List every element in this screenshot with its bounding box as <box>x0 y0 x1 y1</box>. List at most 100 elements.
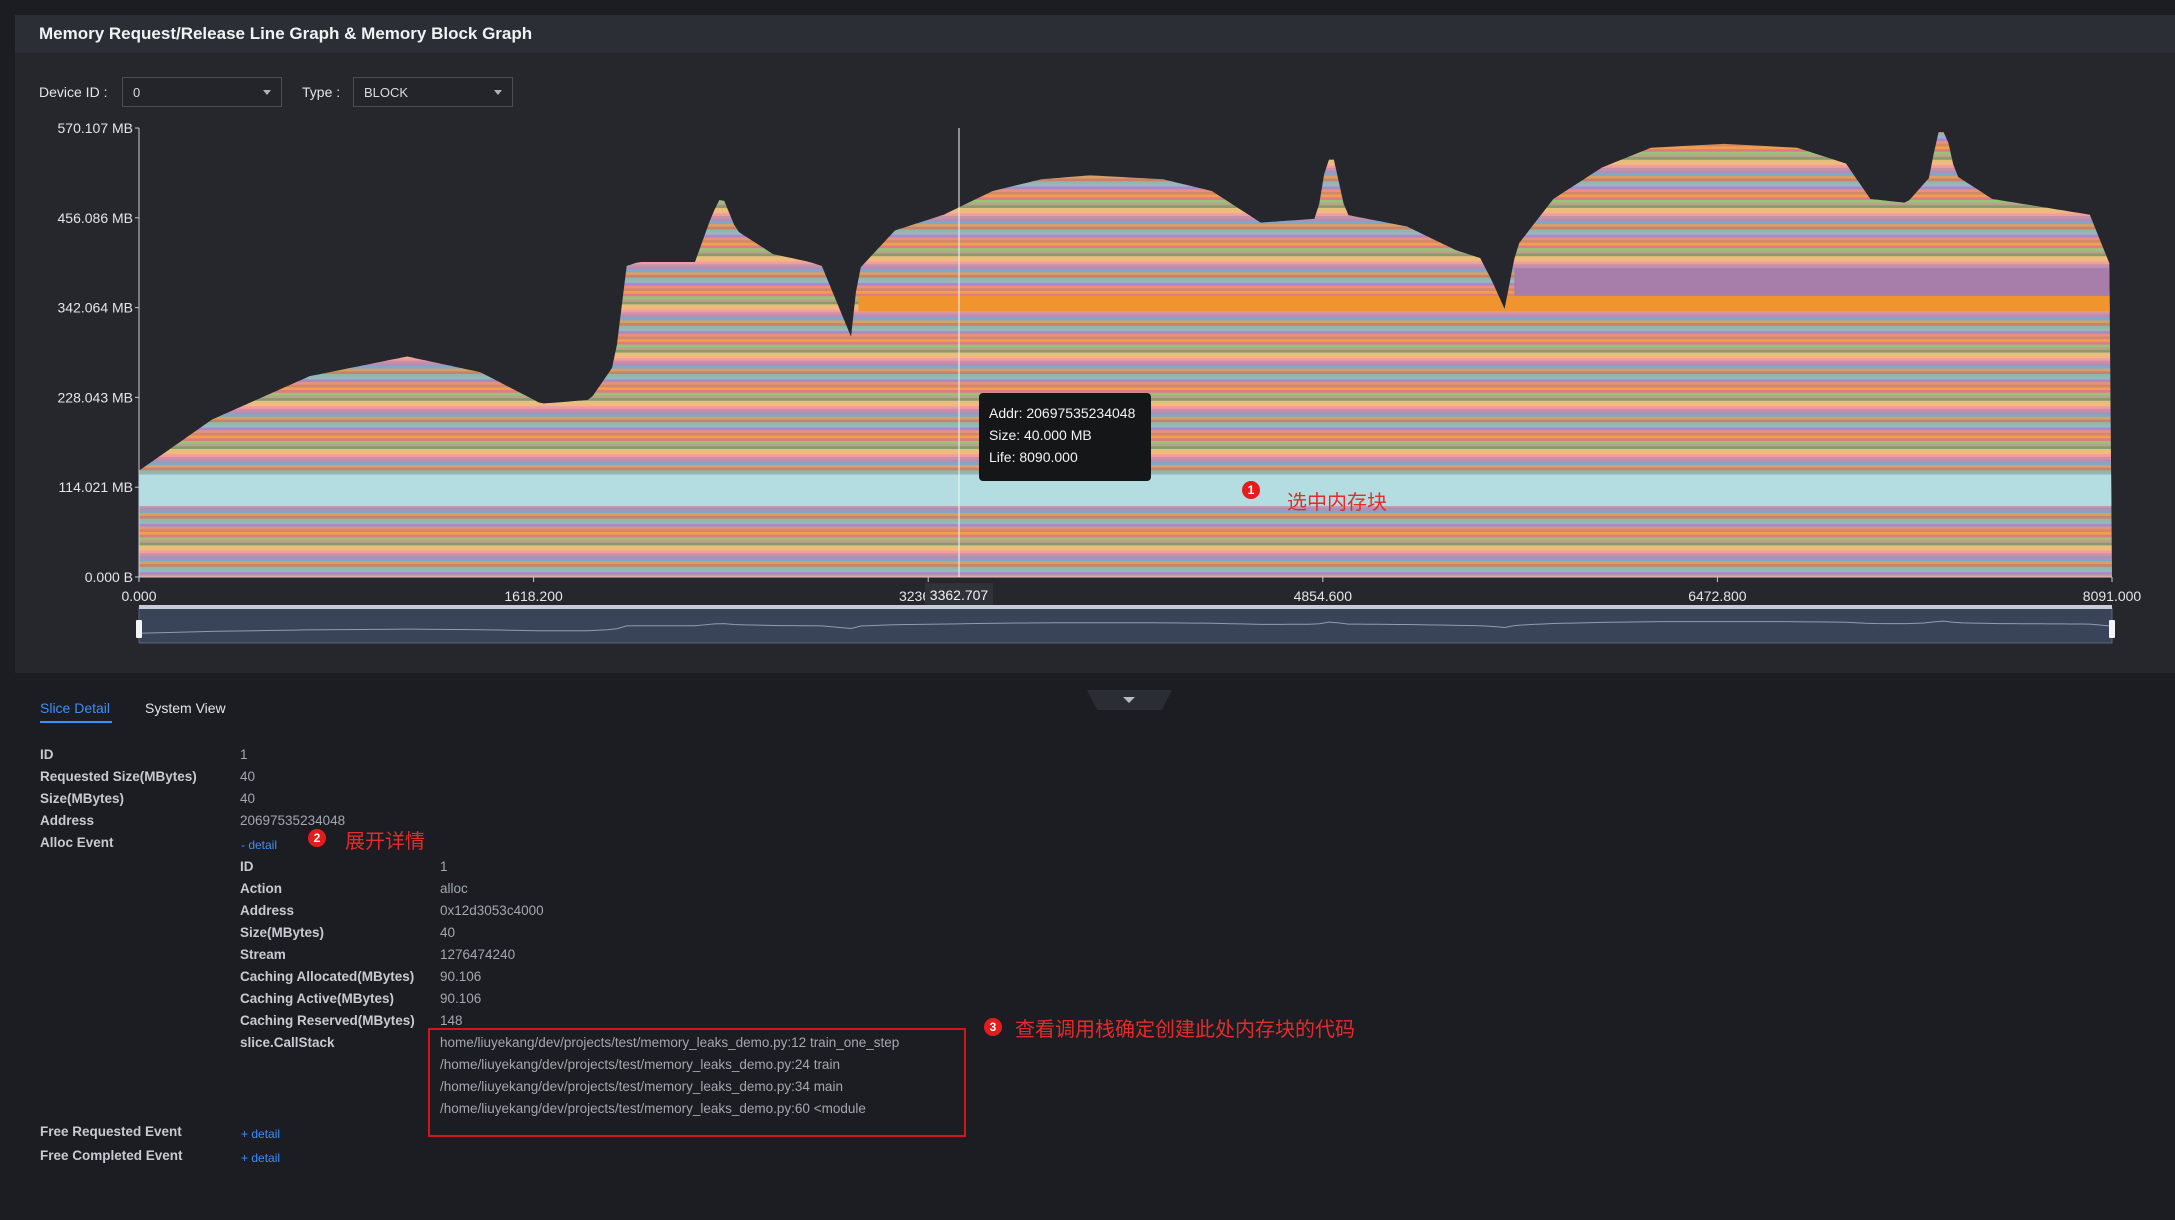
memory-block-band[interactable] <box>139 523 2112 527</box>
memory-block-band[interactable] <box>139 526 2112 530</box>
alloc-event-detail-toggle[interactable]: - detail <box>241 838 278 852</box>
zoom-handle-left[interactable] <box>136 620 142 638</box>
memory-block-band[interactable] <box>139 311 2112 316</box>
memory-block-band[interactable] <box>139 362 2112 366</box>
memory-block-band[interactable] <box>139 384 2112 388</box>
memory-block-band[interactable] <box>139 279 2112 283</box>
memory-block-band[interactable] <box>139 566 2112 570</box>
memory-block-band[interactable] <box>139 336 2112 340</box>
memory-block-band[interactable] <box>139 373 2112 377</box>
memory-block-band[interactable] <box>139 571 2112 575</box>
memory-block-band[interactable] <box>139 558 2112 562</box>
memory-block-band[interactable] <box>139 218 2112 222</box>
memory-block-band[interactable] <box>139 148 2112 152</box>
memory-block-band[interactable] <box>139 258 2112 262</box>
memory-block-band[interactable] <box>139 285 2112 289</box>
memory-block-band[interactable] <box>139 518 2112 522</box>
memory-block-band[interactable] <box>139 207 2112 211</box>
collapse-toggle[interactable] <box>1087 690 1172 710</box>
memory-block-band[interactable] <box>139 381 2112 385</box>
memory-block-band[interactable] <box>139 317 2112 321</box>
memory-block-band[interactable] <box>139 196 2112 200</box>
memory-block-band[interactable] <box>139 274 2112 278</box>
memory-block-band[interactable] <box>139 507 2112 511</box>
memory-block-band[interactable] <box>139 555 2112 559</box>
memory-block-band[interactable] <box>139 325 2112 329</box>
memory-block-band[interactable] <box>139 247 2112 251</box>
memory-block-band[interactable] <box>139 180 2112 184</box>
memory-block-band[interactable] <box>139 188 2112 192</box>
memory-block-band[interactable] <box>139 287 2112 291</box>
memory-block-band[interactable] <box>139 239 2112 243</box>
memory-block-band[interactable] <box>139 223 2112 227</box>
memory-block-band[interactable] <box>139 536 2112 541</box>
memory-block-band[interactable] <box>139 191 2112 195</box>
memory-block-band[interactable] <box>139 520 2112 524</box>
memory-block-band[interactable] <box>139 269 2112 273</box>
memory-block-band[interactable] <box>139 550 2112 554</box>
memory-block-band[interactable] <box>139 143 2112 147</box>
memory-block-chart[interactable]: 0.000 B 114.021 MB 228.043 MB 342.064 MB 456… <box>0 0 2175 680</box>
memory-block-band[interactable] <box>139 563 2112 567</box>
memory-block-band[interactable] <box>139 122 2112 125</box>
memory-block-band[interactable] <box>139 365 2112 369</box>
memory-block-band[interactable] <box>139 512 2112 516</box>
memory-block-band[interactable] <box>139 510 2112 514</box>
memory-block-band[interactable] <box>139 255 2112 259</box>
type-select[interactable]: BLOCK <box>353 77 513 107</box>
memory-block-band[interactable] <box>139 204 2112 208</box>
memory-block-band[interactable] <box>139 542 2112 546</box>
memory-block-band[interactable] <box>139 234 2112 238</box>
memory-block-band[interactable] <box>139 314 2112 318</box>
memory-block-band[interactable] <box>139 250 2112 254</box>
memory-block-band[interactable] <box>139 145 2112 150</box>
memory-block-band[interactable] <box>139 539 2112 543</box>
memory-block-large[interactable] <box>858 295 2112 312</box>
memory-block-band[interactable] <box>139 574 2112 577</box>
memory-block-band[interactable] <box>139 244 2112 249</box>
memory-block-band[interactable] <box>139 293 2112 297</box>
memory-block-band[interactable] <box>139 151 2112 155</box>
memory-block-band[interactable] <box>139 368 2112 372</box>
memory-block-band[interactable] <box>139 389 2112 393</box>
memory-block-band[interactable] <box>139 261 2112 265</box>
memory-block-band[interactable] <box>139 186 2112 190</box>
memory-block-band[interactable] <box>139 568 2112 573</box>
memory-block-band[interactable] <box>139 322 2112 326</box>
memory-block-band[interactable] <box>139 282 2112 286</box>
memory-block-band[interactable] <box>139 271 2112 275</box>
memory-block-band[interactable] <box>139 290 2112 294</box>
memory-block-band[interactable] <box>139 357 2112 361</box>
memory-block-band[interactable] <box>139 354 2112 358</box>
memory-block-band[interactable] <box>139 252 2112 257</box>
memory-block-band[interactable] <box>139 127 2112 130</box>
memory-block-band[interactable] <box>139 534 2112 538</box>
memory-block-band[interactable] <box>139 178 2112 182</box>
device-id-select[interactable]: 0 <box>122 77 282 107</box>
free-requested-detail-toggle[interactable]: + detail <box>241 1127 281 1141</box>
memory-block-band[interactable] <box>139 552 2112 557</box>
memory-block-band[interactable] <box>139 333 2112 337</box>
memory-block-band[interactable] <box>139 528 2112 532</box>
memory-block-band[interactable] <box>139 515 2112 519</box>
memory-block-band[interactable] <box>139 263 2112 267</box>
memory-block-band[interactable] <box>139 220 2112 225</box>
memory-block-band[interactable] <box>139 199 2112 203</box>
memory-block-band[interactable] <box>139 266 2112 270</box>
memory-block-band[interactable] <box>139 547 2112 551</box>
memory-block-band[interactable] <box>139 349 2112 353</box>
memory-block-band[interactable] <box>139 531 2112 535</box>
memory-block-band[interactable] <box>139 370 2112 374</box>
memory-block-band[interactable] <box>139 132 2112 136</box>
memory-block-band[interactable] <box>139 319 2112 324</box>
tab-system-view[interactable]: System View <box>145 700 226 716</box>
memory-block-large[interactable] <box>1514 268 2112 296</box>
memory-block-band[interactable] <box>139 560 2112 565</box>
memory-block-band[interactable] <box>139 338 2112 342</box>
memory-block-band[interactable] <box>139 330 2112 334</box>
memory-block-band[interactable] <box>139 386 2112 391</box>
memory-block-band[interactable] <box>139 327 2112 332</box>
memory-block-band[interactable] <box>139 210 2112 214</box>
memory-block-band[interactable] <box>139 137 2112 142</box>
memory-block-band[interactable] <box>139 376 2112 380</box>
